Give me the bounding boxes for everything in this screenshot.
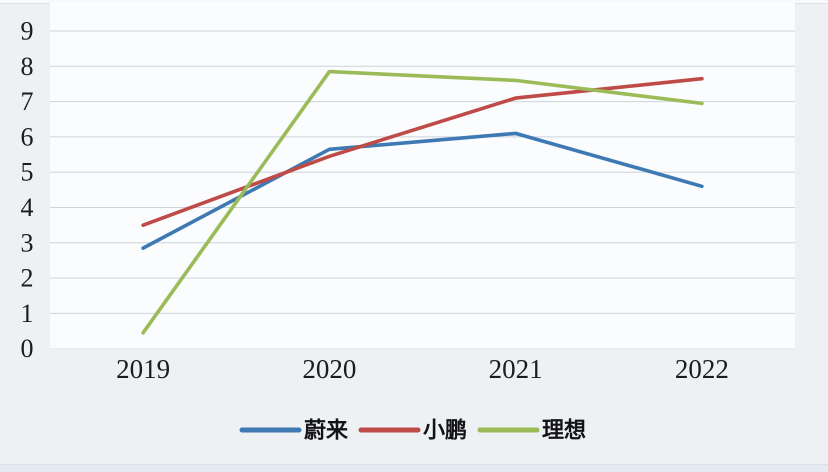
x-tick-label-2019: 2019 (116, 354, 170, 384)
y-tick-label-4: 4 (21, 193, 34, 222)
y-tick-label-5: 5 (21, 158, 34, 187)
y-tick-label-7: 7 (21, 87, 34, 116)
legend-label-理想: 理想 (542, 418, 586, 443)
y-tick-label-9: 9 (21, 17, 34, 46)
plot-area (50, 2, 795, 349)
x-tick-label-2022: 2022 (675, 354, 729, 384)
legend-label-蔚来: 蔚来 (304, 418, 349, 443)
y-tick-label-6: 6 (21, 122, 34, 151)
y-tick-label-1: 1 (21, 299, 34, 328)
series-line-理想 (141, 69, 704, 335)
y-tick-label-8: 8 (21, 52, 34, 81)
y-tick-label-2: 2 (21, 264, 34, 293)
x-tick-label-2021: 2021 (489, 354, 543, 384)
y-tick-label-0: 0 (21, 334, 34, 363)
series-line-蔚来 (141, 131, 704, 250)
bottom-edge-strip (0, 464, 828, 472)
x-tick-label-2020: 2020 (302, 354, 356, 384)
y-tick-label-3: 3 (21, 228, 34, 257)
series-line-小鹏 (141, 76, 704, 227)
legend-label-小鹏: 小鹏 (423, 418, 467, 443)
